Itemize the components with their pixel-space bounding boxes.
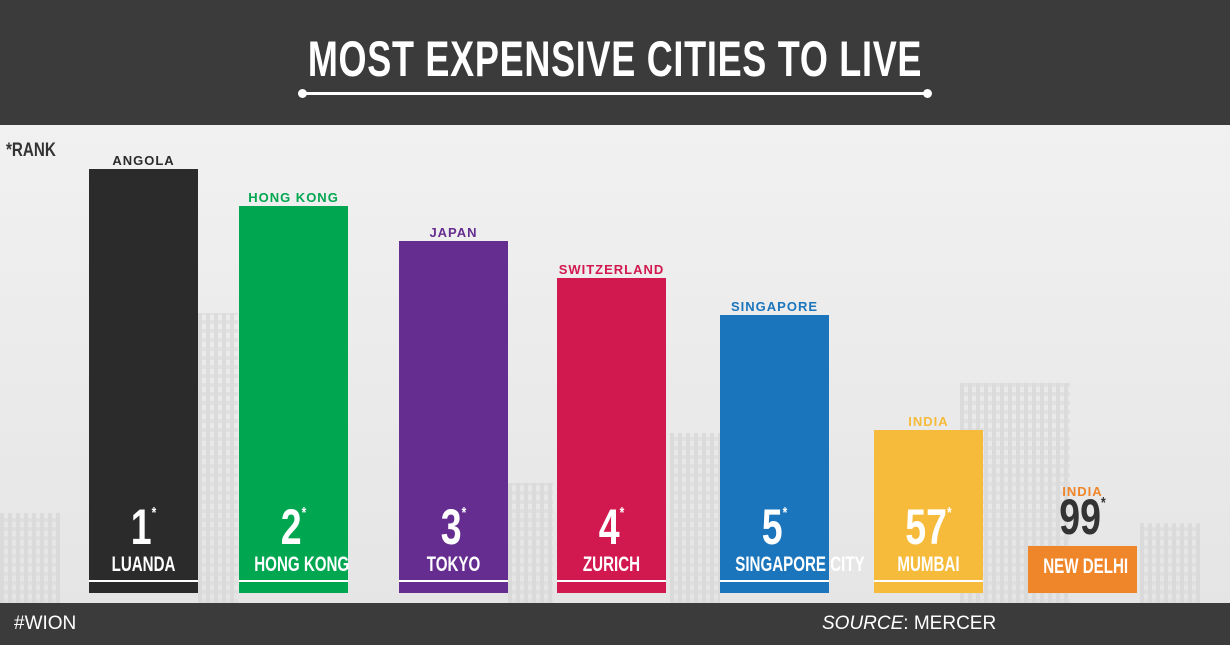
city-label: TOKYO xyxy=(426,553,481,576)
city-label: ZURICH xyxy=(582,553,641,576)
country-label: INDIA xyxy=(1062,484,1103,499)
rank: 2* xyxy=(253,498,335,556)
source-name: : MERCER xyxy=(903,613,997,634)
country-label: ANGOLA xyxy=(112,153,175,168)
rank: 5* xyxy=(734,498,816,556)
source-label: SOURCE xyxy=(822,613,904,634)
rank-number: 2 xyxy=(280,499,302,555)
bar: 3* TOKYO xyxy=(399,241,508,593)
building xyxy=(670,433,720,603)
rank: 99* xyxy=(1042,488,1124,546)
rank-marker: * xyxy=(301,505,307,522)
rank-note: *RANK xyxy=(6,140,56,161)
building xyxy=(508,483,553,603)
country-label: JAPAN xyxy=(429,225,478,240)
rank-marker: * xyxy=(461,505,467,522)
header: MOST EXPENSIVE CITIES TO LIVE xyxy=(0,0,1230,125)
rank: 4* xyxy=(571,498,653,556)
underline xyxy=(720,580,829,582)
rank: 3* xyxy=(413,498,495,556)
title: MOST EXPENSIVE CITIES TO LIVE xyxy=(307,31,923,87)
footer: #WION SOURCE: MERCER xyxy=(0,603,1230,645)
building xyxy=(0,513,60,603)
bar: 57* MUMBAI xyxy=(874,430,983,593)
city-label: SINGAPORE CITY xyxy=(735,553,865,576)
rank-marker: * xyxy=(1101,495,1106,512)
country-label: SWITZERLAND xyxy=(558,262,665,277)
underline xyxy=(239,580,348,582)
bar: 5* SINGAPORE CITY xyxy=(720,315,865,593)
source: SOURCE: MERCER xyxy=(822,613,996,635)
city-label: LUANDA xyxy=(111,553,176,576)
rank-number: 5 xyxy=(761,499,783,555)
building xyxy=(198,313,238,603)
underline xyxy=(557,580,666,582)
rank-number: 57 xyxy=(905,499,948,555)
title-rule xyxy=(298,89,932,98)
underline xyxy=(399,580,508,582)
country-label: SINGAPORE xyxy=(730,299,818,314)
rank-marker: * xyxy=(947,505,952,522)
rank-marker: * xyxy=(782,505,788,522)
building xyxy=(1140,523,1200,603)
underline xyxy=(89,580,198,582)
rank-number: 3 xyxy=(440,499,462,555)
underline xyxy=(874,580,983,582)
bar: 4* ZURICH xyxy=(557,278,666,593)
hashtag: #WION xyxy=(14,613,77,634)
rank-number: 1 xyxy=(130,499,152,555)
bar: 1* LUANDA xyxy=(89,169,198,593)
rank-number: 99 xyxy=(1059,489,1102,545)
bar: NEW DELHI xyxy=(1028,546,1137,593)
country-label: HONG KONG xyxy=(248,190,339,205)
rank-marker: * xyxy=(619,505,625,522)
rank: 57* xyxy=(888,498,970,556)
rank-number: 4 xyxy=(598,499,620,555)
rank: 1* xyxy=(103,498,185,556)
city-label: HONG KONG xyxy=(254,553,350,576)
city-label: MUMBAI xyxy=(897,553,960,576)
city-label: NEW DELHI xyxy=(1043,555,1129,578)
country-label: INDIA xyxy=(908,414,949,429)
bar: 2* HONG KONG xyxy=(239,206,350,593)
rank-marker: * xyxy=(151,505,157,522)
